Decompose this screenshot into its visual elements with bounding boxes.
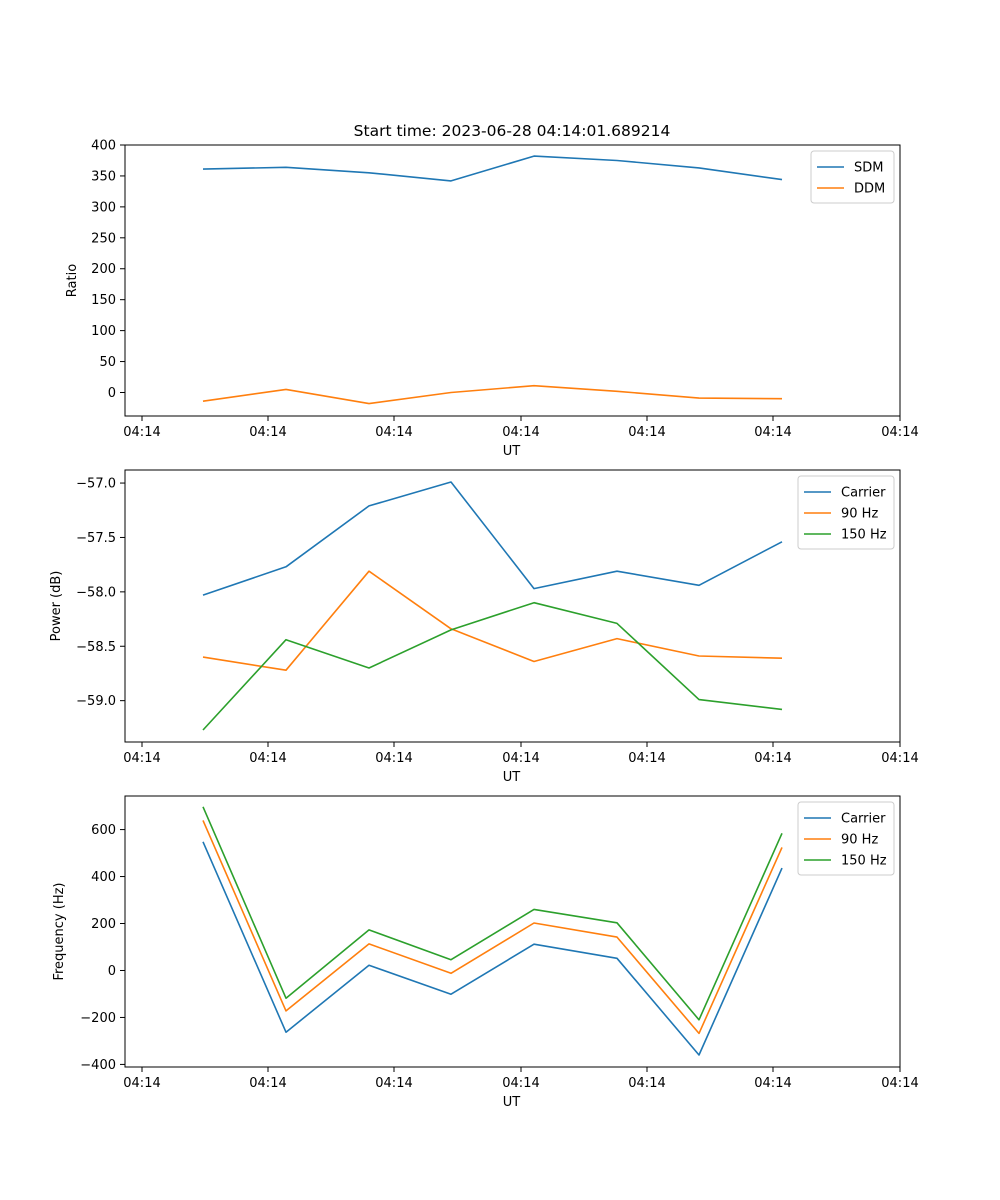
- x-tick-label: 04:14: [249, 751, 286, 766]
- x-tick-label: 04:14: [881, 751, 918, 766]
- series-line-90-hz: [202, 570, 783, 672]
- x-tick-label: 04:14: [375, 1076, 412, 1091]
- x-tick-label: 04:14: [754, 425, 791, 440]
- y-tick-label: 600: [91, 823, 116, 838]
- x-tick-label: 04:14: [375, 751, 412, 766]
- series-line-150-hz: [202, 806, 783, 1021]
- series-line-carrier: [202, 481, 783, 596]
- x-tick-label: 04:14: [881, 1076, 918, 1091]
- series-line-90-hz: [202, 820, 783, 1035]
- x-axis-label: UT: [503, 1095, 521, 1110]
- y-tick-label: −200: [80, 1011, 116, 1026]
- y-tick-label: −58.5: [76, 640, 116, 655]
- legend: SDM DDM: [810, 150, 895, 204]
- y-tick-label: 0: [108, 964, 116, 979]
- x-axis-label: UT: [503, 444, 521, 459]
- legend-box: [797, 801, 895, 876]
- x-tick-label: 04:14: [249, 1076, 286, 1091]
- x-tick-label: 04:14: [754, 1076, 791, 1091]
- y-tick-label: 400: [91, 870, 116, 885]
- series-line-150-hz: [202, 601, 783, 731]
- legend-label: Carrier: [841, 486, 886, 501]
- series-line-ddm: [202, 384, 783, 405]
- x-tick-label: 04:14: [375, 425, 412, 440]
- chart-panel-2: 04:14 04:14 04:14 04:14 04:14 04:14 04:14 −59.0…: [49, 469, 919, 785]
- y-tick-label: −59.0: [76, 694, 116, 709]
- x-tick-label: 04:14: [502, 1076, 539, 1091]
- y-tick-label: 250: [91, 231, 116, 246]
- y-tick-label: 300: [91, 200, 116, 215]
- figure-title: Start time: 2023-06-28 04:14:01.689214: [354, 122, 671, 140]
- series-line-carrier: [202, 841, 783, 1056]
- legend-label: Carrier: [841, 812, 886, 827]
- legend-label: DDM: [854, 182, 885, 197]
- y-tick-label: 400: [91, 139, 116, 154]
- legend-label: 90 Hz: [841, 507, 878, 522]
- legend-label: 90 Hz: [841, 833, 878, 848]
- y-axis-label: Power (dB): [49, 571, 64, 642]
- x-tick-label: 04:14: [881, 425, 918, 440]
- y-tick-label: −57.5: [76, 531, 116, 546]
- legend-box: [810, 150, 895, 204]
- axes-frame: [124, 795, 901, 1068]
- legend-label: 150 Hz: [841, 854, 887, 869]
- y-tick-label: 200: [91, 262, 116, 277]
- x-tick-label: 04:14: [502, 425, 539, 440]
- series-line-sdm: [202, 155, 783, 182]
- y-tick-label: −400: [80, 1058, 116, 1073]
- legend-label: SDM: [854, 161, 883, 176]
- x-tick-label: 04:14: [123, 751, 160, 766]
- y-tick-label: 50: [99, 355, 116, 370]
- y-axis-label: Frequency (Hz): [52, 882, 67, 980]
- x-tick-label: 04:14: [628, 751, 665, 766]
- x-axis-label: UT: [503, 770, 521, 785]
- chart-panel-1: 04:14 04:14 04:14 04:14 04:14 04:14 04:14 0 50 10…: [65, 139, 919, 460]
- chart-panel-3: 04:14 04:14 04:14 04:14 04:14 04:14 04:14 −400 −…: [52, 795, 919, 1110]
- y-axis-label: Ratio: [65, 264, 80, 297]
- y-tick-label: 100: [91, 324, 116, 339]
- x-tick-label: 04:14: [249, 425, 286, 440]
- axes-frame: [124, 144, 901, 417]
- x-tick-label: 04:14: [754, 751, 791, 766]
- y-tick-label: −57.0: [76, 477, 116, 492]
- x-tick-label: 04:14: [502, 751, 539, 766]
- x-tick-label: 04:14: [628, 425, 665, 440]
- x-tick-label: 04:14: [123, 425, 160, 440]
- y-tick-label: 350: [91, 169, 116, 184]
- panels: 04:14 04:14 04:14 04:14 04:14 04:14 04:14 0 50 10…: [49, 139, 919, 1111]
- y-tick-label: 0: [108, 386, 116, 401]
- legend-label: 150 Hz: [841, 528, 887, 543]
- legend: Carrier 90 Hz 150 Hz: [797, 801, 895, 876]
- legend: Carrier 90 Hz 150 Hz: [797, 475, 895, 550]
- legend-box: [797, 475, 895, 550]
- x-tick-label: 04:14: [123, 1076, 160, 1091]
- y-tick-label: 200: [91, 917, 116, 932]
- axes-frame: [124, 469, 901, 743]
- y-tick-label: −58.0: [76, 585, 116, 600]
- x-tick-label: 04:14: [628, 1076, 665, 1091]
- y-tick-label: 150: [91, 293, 116, 308]
